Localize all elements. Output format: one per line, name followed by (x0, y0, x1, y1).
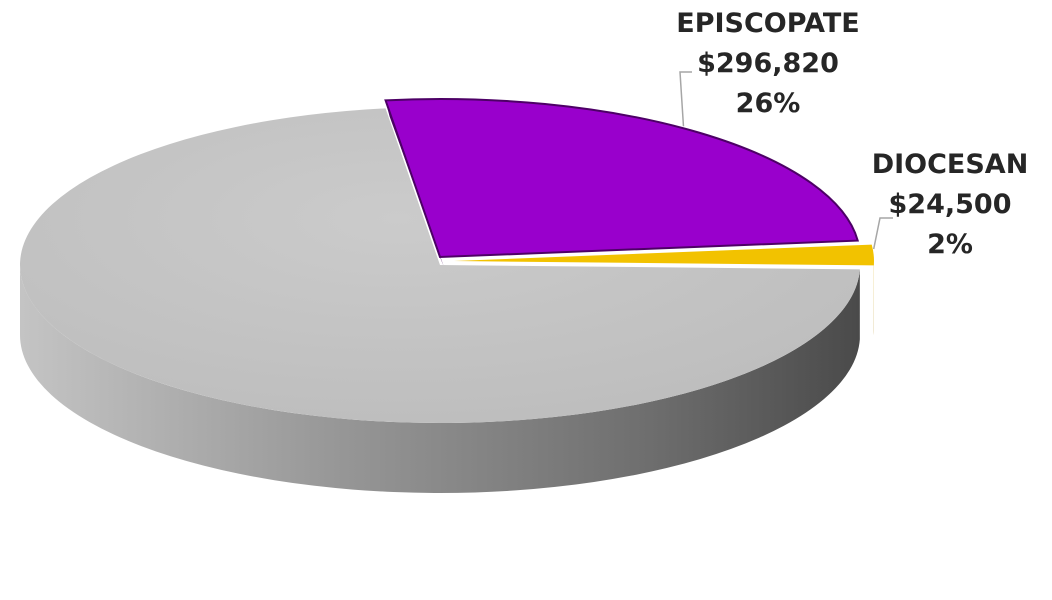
episcopate-category-label: EPISCOPATE (676, 8, 860, 39)
pie-slice-side-0-0 (20, 265, 860, 494)
episcopate-leader-line (679, 71, 692, 127)
diocesan-value-label: $24,500 (888, 189, 1012, 220)
episcopate-data-label: EPISCOPATE $296,820 26% (648, 4, 888, 124)
diocesan-leader-line (872, 217, 893, 250)
episcopate-value-label: $296,820 (697, 48, 839, 79)
episcopate-percent-label: 26% (735, 88, 801, 119)
pie-slice-other (20, 108, 860, 423)
pie-slice-episcopate (384, 98, 860, 259)
diocesan-category-label: DIOCESAN (871, 149, 1029, 180)
pie-slice-diocesan (454, 244, 874, 266)
diocesan-data-label: DIOCESAN $24,500 2% (855, 145, 1045, 265)
diocesan-percent-label: 2% (927, 229, 973, 260)
